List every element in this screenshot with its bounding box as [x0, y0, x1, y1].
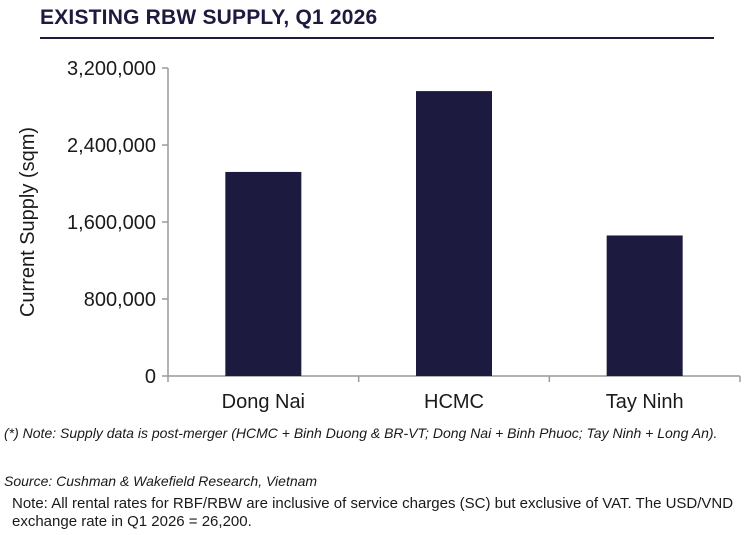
- y-tick-label: 1,600,000: [67, 212, 156, 234]
- y-tick-label: 3,200,000: [67, 58, 156, 80]
- x-tick-label: Dong Nai: [222, 391, 305, 413]
- bar-dong-nai: [225, 171, 302, 376]
- x-tick-label: Tay Ninh: [606, 391, 684, 413]
- rates-note: Note: All rental rates for RBF/RBW are i…: [12, 495, 734, 530]
- bar-chart: 0 800,000 1,600,000 2,400,000 3,200,000 Curre…: [17, 58, 741, 413]
- y-axis-title: Current Supply (sqm): [17, 127, 39, 317]
- chart-title: EXISTING RBW SUPPLY, Q1 2026: [40, 6, 378, 29]
- supply-note: (*) Note: Supply data is post-merger (HC…: [4, 425, 718, 441]
- source-note: Source: Cushman & Wakefield Research, Vi…: [4, 473, 318, 489]
- bar-tay-ninh: [606, 235, 683, 376]
- y-tick-label: 0: [145, 366, 156, 388]
- title-underline: [40, 37, 714, 39]
- x-tick-label: HCMC: [424, 391, 484, 413]
- y-tick-label: 800,000: [84, 289, 156, 311]
- y-tick-label: 2,400,000: [67, 135, 156, 157]
- bar-hcmc: [416, 91, 492, 376]
